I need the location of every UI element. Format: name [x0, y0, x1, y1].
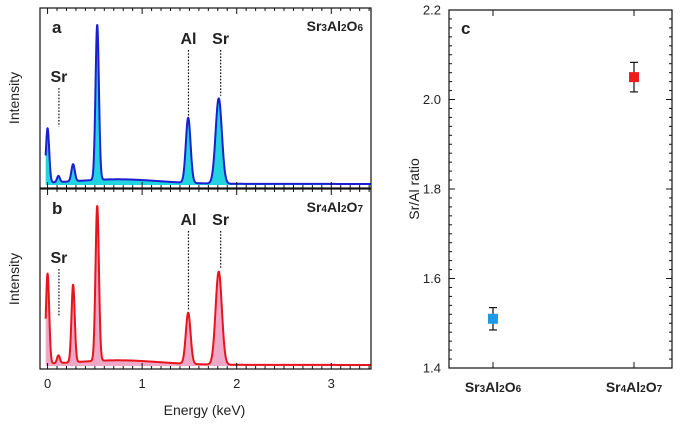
sr-al-ratio-panel-c: 1.4 1.6 1.8 2.0 2.2 Sr/Al ratio Sr3Al2O6 Sr4Al2…: [406, 3, 673, 395]
spectrum-line: [44, 205, 372, 366]
data-point-marker: [629, 72, 639, 83]
peak-label: Sr: [212, 31, 229, 48]
y-axis-label: Sr/Al ratio: [406, 158, 422, 220]
panel-letter: a: [52, 18, 62, 37]
plot-frame: [39, 7, 372, 189]
plot-frame: [448, 9, 673, 369]
spectrum-line: [44, 24, 372, 185]
peak-label: Sr: [50, 69, 67, 86]
peak-label: Sr: [212, 212, 229, 229]
y-axis-label: Intensity: [6, 253, 22, 305]
x-tick-label: 1: [139, 376, 146, 391]
x-axis-label: Energy (keV): [164, 402, 246, 418]
y-tick-label: 1.8: [423, 182, 441, 197]
y-tick-label: 2.0: [423, 92, 441, 107]
x-tick-label: 3: [328, 376, 335, 391]
panel-letter: c: [461, 19, 470, 38]
y-tick-label: 1.6: [423, 271, 441, 286]
compound-label: Sr3Al2O6: [307, 18, 364, 34]
x-tick-label: 0: [44, 376, 51, 391]
peak-label: Al: [180, 212, 196, 229]
eds-spectrum-panel-a: Intensity a Sr3Al2O6 Sr Al Sr: [6, 7, 372, 189]
data-point-marker: [488, 313, 498, 324]
eds-spectrum-panel-b: 0 1 2 3 Energy (keV) Intensity b Sr4Al2O7 Sr Al Sr: [6, 188, 372, 418]
y-axis-label: Intensity: [6, 72, 22, 124]
peak-label: Al: [180, 31, 196, 48]
x-tick-label: 2: [233, 376, 240, 391]
plot-frame: [39, 188, 372, 370]
y-tick-label: 1.4: [423, 361, 441, 376]
x-category-label: Sr4Al2O7: [606, 379, 663, 395]
panel-letter: b: [52, 199, 62, 218]
x-category-label: Sr3Al2O6: [465, 379, 522, 395]
y-tick-label: 2.2: [423, 3, 441, 18]
peak-label: Sr: [50, 250, 67, 267]
compound-label: Sr4Al2O7: [307, 199, 364, 215]
